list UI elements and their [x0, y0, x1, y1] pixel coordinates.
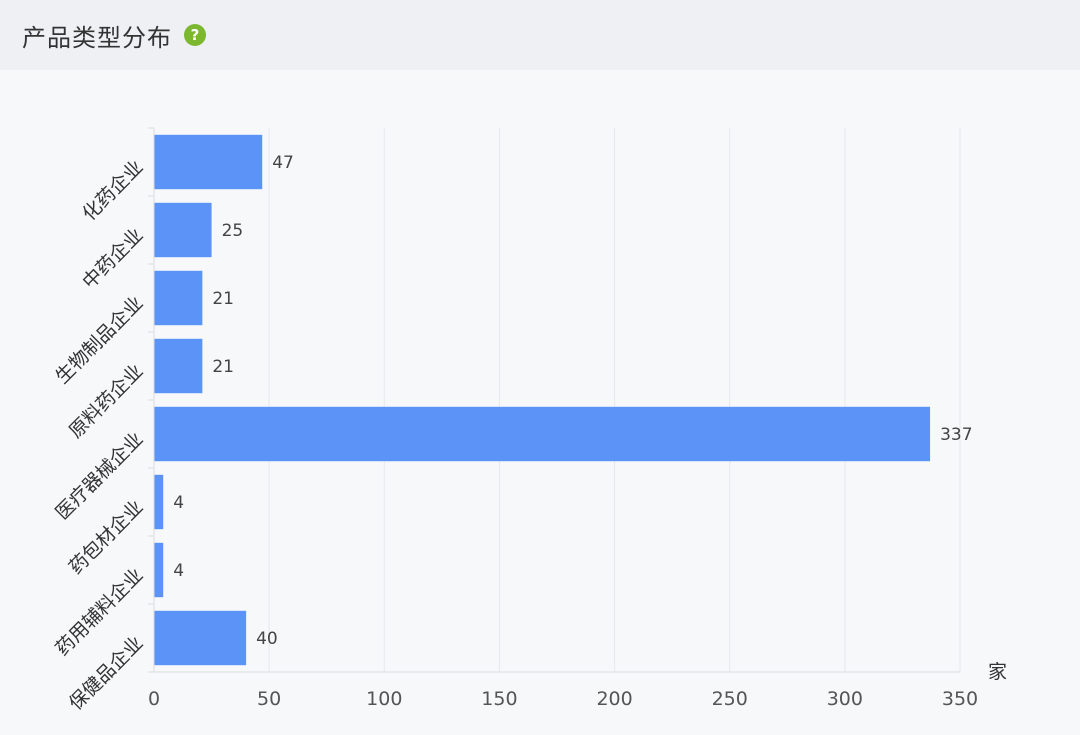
- x-tick-label: 300: [827, 688, 863, 710]
- bar[interactable]: [154, 338, 203, 394]
- question-circle-icon[interactable]: ?: [184, 24, 206, 46]
- data-label: 40: [256, 629, 278, 649]
- x-tick-label: 200: [596, 688, 632, 710]
- bar[interactable]: [154, 406, 931, 462]
- y-category-label: 化药企业: [78, 156, 147, 225]
- bar[interactable]: [154, 474, 164, 530]
- x-tick-labels: 0 50 100 150 200 250 300 350: [148, 688, 978, 710]
- data-label: 25: [222, 221, 244, 241]
- data-label: 47: [272, 153, 294, 173]
- x-tick-label: 0: [148, 688, 160, 710]
- x-tick-label: 250: [712, 688, 748, 710]
- category-labels: 化药企业中药企业生物制品企业原料药企业医疗器械企业药包材企业药用辅料企业保健品企…: [51, 156, 147, 715]
- bar[interactable]: [154, 202, 212, 258]
- x-tick-label: 350: [942, 688, 978, 710]
- data-label: 337: [940, 425, 972, 445]
- x-unit-label: 家: [988, 661, 1007, 683]
- bar[interactable]: [154, 134, 263, 190]
- data-label: 4: [173, 493, 184, 513]
- x-tick-label: 100: [366, 688, 402, 710]
- bar[interactable]: [154, 270, 203, 326]
- x-tick-label: 150: [481, 688, 517, 710]
- chart-title: 产品类型分布: [22, 23, 172, 52]
- axes: [148, 127, 960, 673]
- data-label: 21: [212, 289, 234, 309]
- data-label: 21: [212, 357, 234, 377]
- panel-header: 产品类型分布 ?: [0, 0, 1080, 70]
- x-tick-label: 50: [257, 688, 281, 710]
- bars: [154, 134, 931, 666]
- bar[interactable]: [154, 610, 247, 666]
- bar[interactable]: [154, 542, 164, 598]
- grid-lines: [268, 128, 961, 672]
- y-category-label: 中药企业: [78, 224, 147, 293]
- data-label: 4: [173, 561, 184, 581]
- value-labels: 47 25 21 21 337 4 4 40: [173, 153, 972, 649]
